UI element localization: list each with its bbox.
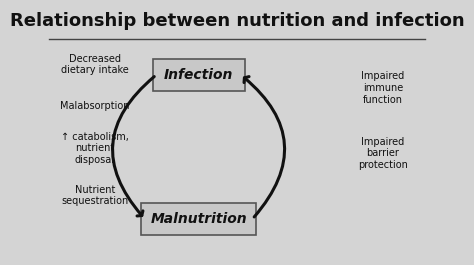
Text: ↑ catabolism,
nutrient
disposal: ↑ catabolism, nutrient disposal [61,132,129,165]
Text: Relationship between nutrition and infection: Relationship between nutrition and infec… [9,12,465,30]
FancyBboxPatch shape [153,59,245,91]
Text: Decreased
dietary intake: Decreased dietary intake [61,54,129,75]
Text: Malnutrition: Malnutrition [150,212,247,226]
Text: Impaired
immune
function: Impaired immune function [361,71,404,104]
Text: Impaired
barrier
protection: Impaired barrier protection [358,137,408,170]
Text: Malabsorption: Malabsorption [60,101,130,111]
Text: Nutrient
sequestration: Nutrient sequestration [61,185,128,206]
Text: Infection: Infection [164,68,233,82]
FancyBboxPatch shape [141,203,256,235]
